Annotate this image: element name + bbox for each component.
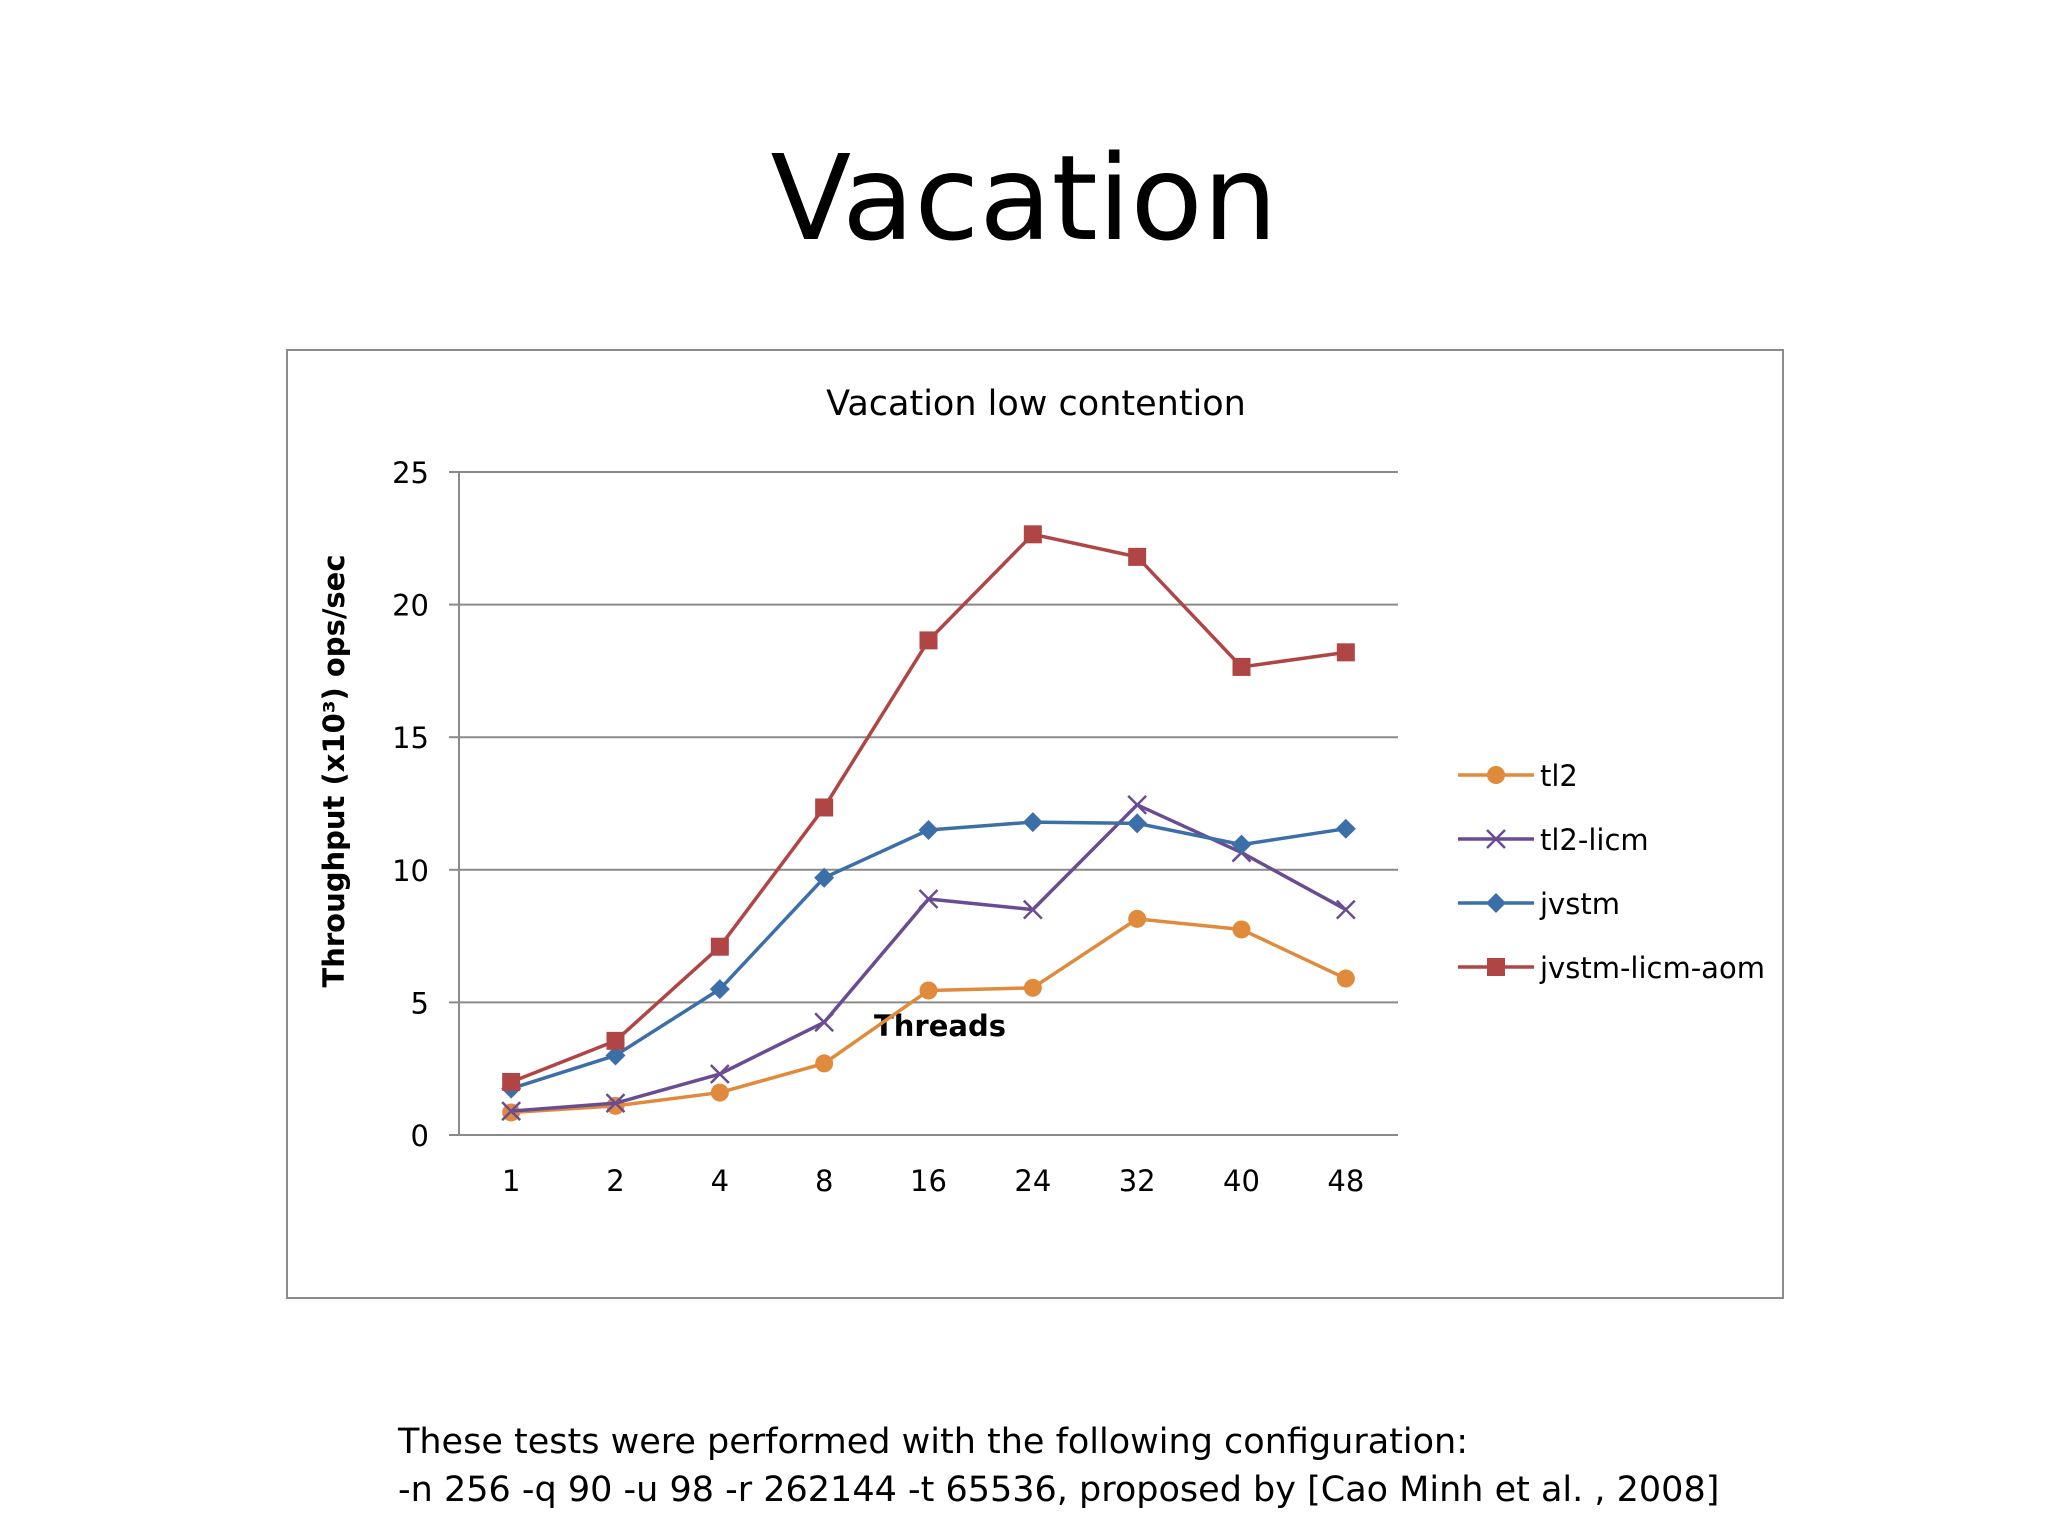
data-point [1232,657,1251,676]
y-axis-label: Throughput (x10³) ops/sec [317,554,351,987]
y-tick-label: 5 [411,986,429,1020]
y-tick-label: 15 [392,721,429,755]
axes [449,471,1398,1136]
data-point [1022,899,1043,920]
series-jvstm [501,812,1356,1099]
series-line [511,803,1347,1113]
x-tick-label: 1 [502,1164,520,1198]
x-tick-label: 4 [711,1164,729,1198]
data-point [1335,818,1356,839]
x-tick-label: 32 [1119,1164,1156,1198]
data-point [1022,812,1043,833]
chart-title: Vacation low contention [826,384,1246,424]
data-point [1023,525,1042,544]
data-point [501,1101,522,1122]
y-tick-labels: 0 5 10 15 20 25 [392,456,429,1153]
legend-marker [1487,958,1505,976]
data-point [606,1031,625,1050]
series-jvstm-licm-aom [502,525,1355,1091]
legend-label: tl2 [1540,759,1578,793]
y-tick-label: 0 [411,1119,429,1153]
data-point [1128,547,1147,566]
gridlines [459,471,1398,1004]
footnote-line-1: These tests were performed with the foll… [398,1422,1468,1462]
data-point [710,937,729,956]
data-point [1127,813,1148,834]
data-point [1336,643,1355,662]
x-tick-labels: 1 2 4 8 16 24 32 40 48 [502,1164,1364,1198]
legend-label: jvstm-licm-aom [1539,951,1765,985]
data-point [605,1093,626,1114]
x-tick-label: 2 [606,1164,624,1198]
series-line [510,820,1347,1091]
x-tick-label: 24 [1014,1164,1051,1198]
y-tick-label: 20 [392,589,429,623]
legend-marker [1486,829,1506,849]
data-point [1127,794,1148,815]
data-point [814,867,835,888]
footnote-line-2: -n 256 -q 90 -u 98 -r 262144 -t 65536, p… [398,1470,1720,1510]
data-point [918,889,939,909]
legend-item: tl2 [1458,759,1578,793]
data-point [709,1064,730,1084]
series-tl2-licm [501,794,1356,1122]
x-tick-label: 8 [815,1164,833,1198]
slide-title: Vacation [770,129,1278,267]
legend: tl2 tl2-licm jvstm jvstm-licm-aom [1458,759,1765,985]
legend-label: jvstm [1539,887,1620,921]
y-tick-label: 10 [392,854,429,888]
legend-item: tl2-licm [1458,823,1649,857]
data-point [814,1012,835,1033]
legend-label: tl2-licm [1540,823,1649,857]
legend-item: jvstm-licm-aom [1458,951,1765,985]
data-point [1023,978,1042,997]
data-point [606,1096,625,1115]
data-point [605,1045,626,1066]
data-point [815,1054,834,1073]
data-point [1336,969,1355,988]
legend-marker [1487,766,1505,784]
series-line [510,532,1347,1084]
data-point [918,820,939,841]
footnote: These tests were performed with the foll… [398,1418,1719,1514]
data-point [919,981,938,1000]
data-point [709,979,730,1000]
legend-item: jvstm [1458,887,1620,921]
data-point [1128,909,1147,928]
x-tick-label: 40 [1223,1164,1260,1198]
data-point [815,798,834,817]
data-point [710,1083,729,1102]
data-point [919,631,938,650]
x-tick-label: 16 [910,1164,947,1198]
series-lines [501,525,1356,1122]
legend-marker [1486,893,1506,913]
data-point [1335,899,1356,920]
data-point [502,1072,521,1091]
data-point [1231,834,1252,855]
x-tick-label: 48 [1327,1164,1364,1198]
y-tick-label: 25 [392,456,429,490]
data-point [1232,920,1251,939]
